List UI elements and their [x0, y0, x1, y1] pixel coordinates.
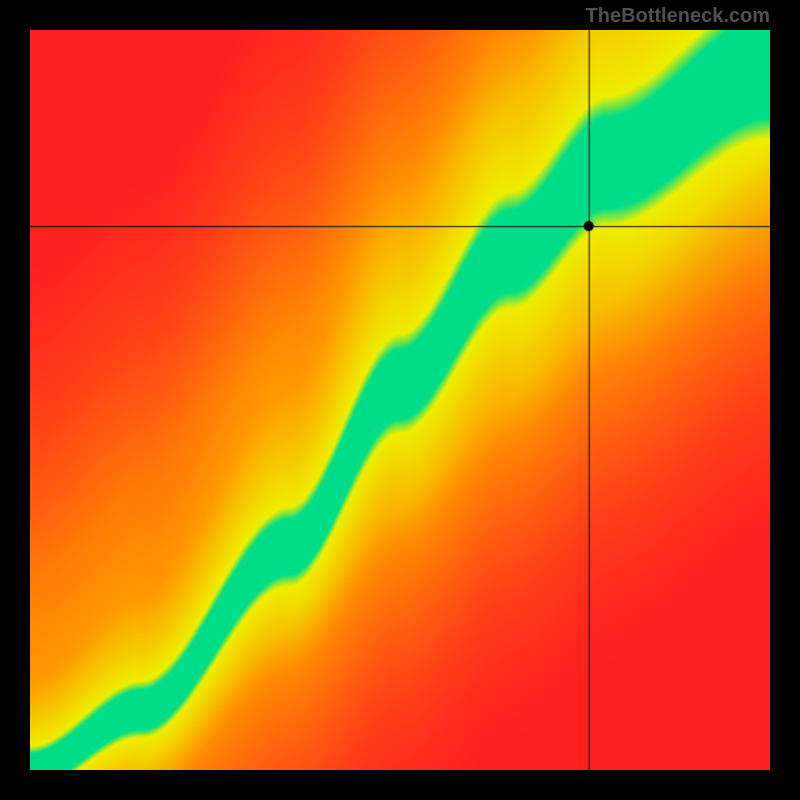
- chart-container: [30, 30, 770, 770]
- heatmap-canvas: [30, 30, 770, 770]
- watermark-text: TheBottleneck.com: [586, 5, 770, 28]
